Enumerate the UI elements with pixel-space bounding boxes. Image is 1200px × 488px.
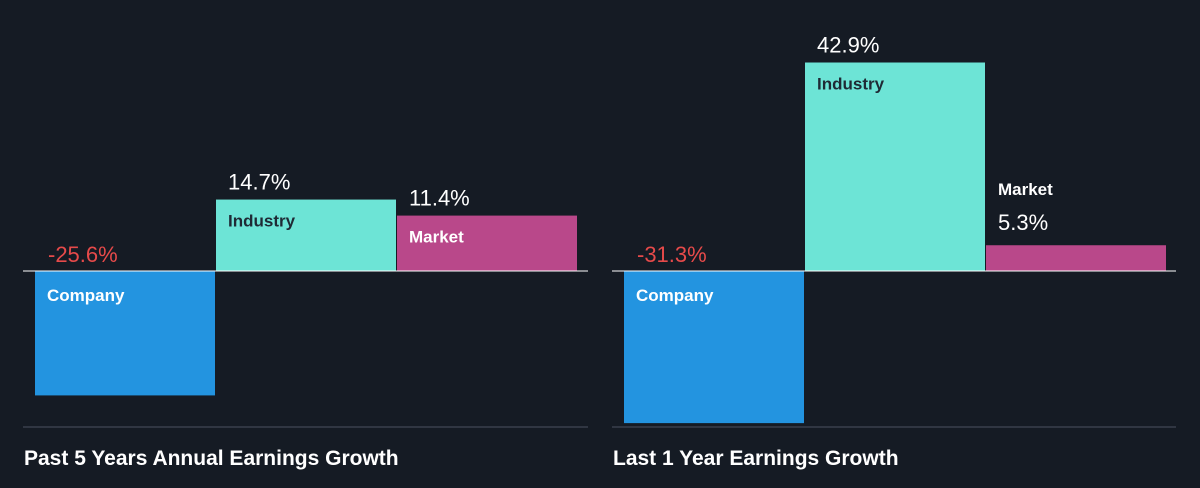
value-label-company: -25.6% bbox=[48, 242, 118, 267]
bar-company bbox=[624, 271, 804, 424]
category-label-market: Market bbox=[998, 180, 1053, 199]
bar-market bbox=[986, 245, 1166, 271]
category-label-industry: Industry bbox=[817, 75, 885, 94]
chart-title: Last 1 Year Earnings Growth bbox=[613, 447, 899, 470]
value-label-market: 11.4% bbox=[409, 186, 470, 211]
bar-company bbox=[35, 271, 215, 396]
bar-industry bbox=[805, 62, 985, 272]
category-label-company: Company bbox=[47, 286, 125, 305]
bar-market bbox=[397, 215, 577, 271]
value-label-industry: 42.9% bbox=[817, 33, 879, 58]
category-label-company: Company bbox=[636, 286, 714, 305]
category-label-industry: Industry bbox=[228, 212, 296, 231]
value-label-market: 5.3% bbox=[998, 210, 1048, 235]
value-label-industry: 14.7% bbox=[228, 170, 290, 195]
value-label-company: -31.3% bbox=[637, 242, 707, 267]
category-label-market: Market bbox=[409, 228, 464, 247]
bar-industry bbox=[216, 199, 396, 271]
chart-title: Past 5 Years Annual Earnings Growth bbox=[24, 447, 399, 470]
